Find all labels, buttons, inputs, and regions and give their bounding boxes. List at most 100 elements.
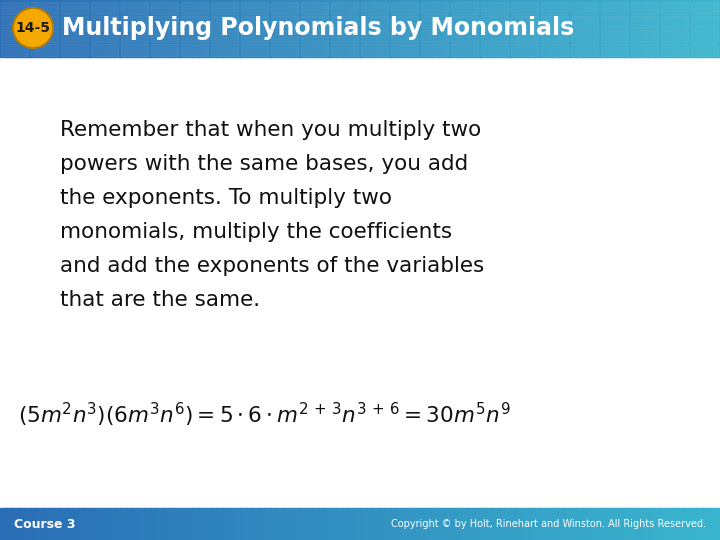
Bar (660, 0, 667, 57)
Bar (601, 44, 628, 56)
Bar (631, 44, 658, 56)
Text: and add the exponents of the variables: and add the exponents of the variables (60, 256, 485, 276)
Bar (396, 0, 403, 57)
Bar (438, 0, 445, 57)
Bar (541, 30, 568, 42)
Bar (570, 0, 577, 57)
Bar (384, 0, 391, 57)
Bar (702, 508, 709, 540)
Bar (582, 0, 589, 57)
Bar (426, 508, 433, 540)
Bar (246, 508, 253, 540)
Bar (360, 0, 367, 57)
Bar (420, 508, 427, 540)
Bar (378, 508, 385, 540)
Bar (474, 0, 481, 57)
Bar (601, 30, 628, 42)
Bar (186, 0, 193, 57)
Bar (690, 0, 697, 57)
Bar (480, 0, 487, 57)
Bar (618, 0, 625, 57)
Bar (588, 508, 595, 540)
Bar (361, 44, 388, 56)
Bar (258, 508, 265, 540)
Bar (234, 0, 241, 57)
Bar (691, 2, 718, 14)
Bar (540, 508, 547, 540)
Bar (42, 508, 49, 540)
Bar (631, 2, 658, 14)
Bar (361, 2, 388, 14)
Bar (432, 508, 439, 540)
Bar (241, 16, 268, 28)
Bar (91, 16, 118, 28)
Bar (24, 508, 31, 540)
Bar (421, 2, 448, 14)
Bar (1, 44, 28, 56)
Bar (342, 0, 349, 57)
Bar (1, 30, 28, 42)
Bar (546, 508, 553, 540)
Bar (528, 508, 535, 540)
Bar (391, 2, 418, 14)
Bar (132, 508, 139, 540)
Bar (474, 508, 481, 540)
Text: 14-5: 14-5 (16, 21, 50, 35)
Bar (558, 508, 565, 540)
Bar (121, 2, 148, 14)
Bar (31, 30, 58, 42)
Bar (271, 44, 298, 56)
Bar (361, 16, 388, 28)
Bar (576, 508, 583, 540)
Bar (714, 508, 720, 540)
Bar (198, 0, 205, 57)
Bar (252, 0, 259, 57)
Bar (181, 16, 208, 28)
Bar (511, 44, 538, 56)
Bar (606, 0, 613, 57)
Bar (481, 44, 508, 56)
Bar (264, 0, 271, 57)
Bar (186, 508, 193, 540)
Bar (78, 0, 85, 57)
Text: Multiplying Polynomials by Monomials: Multiplying Polynomials by Monomials (62, 16, 575, 40)
Bar (156, 508, 163, 540)
Bar (481, 30, 508, 42)
Bar (612, 0, 619, 57)
Bar (402, 0, 409, 57)
Bar (396, 508, 403, 540)
Bar (108, 508, 115, 540)
Bar (151, 30, 178, 42)
Text: monomials, multiply the coefficients: monomials, multiply the coefficients (60, 222, 452, 242)
Bar (61, 16, 88, 28)
Bar (414, 0, 421, 57)
Bar (444, 508, 451, 540)
Bar (402, 508, 409, 540)
Text: $(5m^2n^3)(6m^3n^6) = 5 \cdot 6 \cdot m^{2\,+\,3}n^{3\,+\,6} = 30m^5n^9$: $(5m^2n^3)(6m^3n^6) = 5 \cdot 6 \cdot m^… (18, 401, 510, 429)
Bar (510, 508, 517, 540)
Bar (241, 30, 268, 42)
Bar (690, 508, 697, 540)
Bar (264, 508, 271, 540)
Bar (301, 2, 328, 14)
Bar (120, 0, 127, 57)
Bar (462, 0, 469, 57)
Bar (708, 508, 715, 540)
Bar (324, 508, 331, 540)
Bar (300, 508, 307, 540)
Bar (288, 508, 295, 540)
Bar (492, 0, 499, 57)
Bar (391, 44, 418, 56)
Bar (630, 508, 637, 540)
Bar (696, 508, 703, 540)
Bar (234, 508, 241, 540)
Bar (672, 508, 679, 540)
Bar (372, 508, 379, 540)
Bar (54, 0, 61, 57)
Bar (661, 30, 688, 42)
Bar (558, 0, 565, 57)
Bar (438, 508, 445, 540)
Bar (691, 30, 718, 42)
Bar (301, 44, 328, 56)
Bar (216, 0, 223, 57)
